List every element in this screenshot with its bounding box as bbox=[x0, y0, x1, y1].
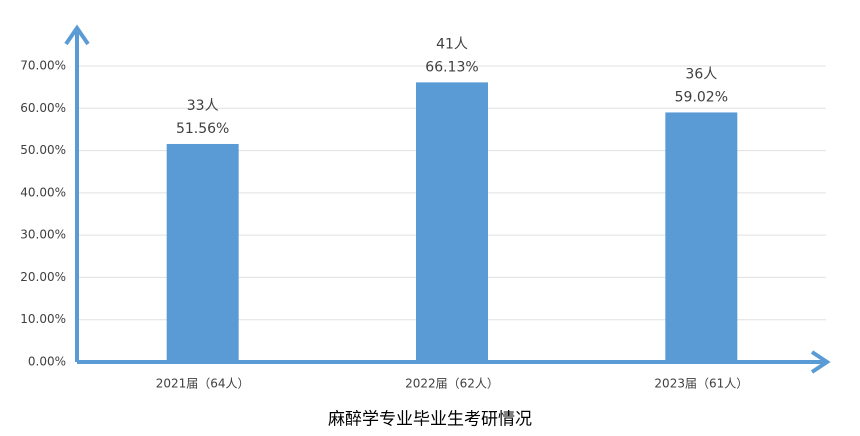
value-label: 59.02% bbox=[675, 89, 728, 105]
y-tick-label: 0.00% bbox=[28, 355, 66, 369]
count-label: 33人 bbox=[187, 98, 219, 114]
count-label: 41人 bbox=[436, 36, 468, 52]
x-tick-label: 2023届（61人） bbox=[654, 377, 748, 391]
chart-title: 麻醉学专业毕业生考研情况 bbox=[328, 410, 532, 430]
y-tick-label: 60.00% bbox=[20, 101, 66, 115]
y-tick-label: 70.00% bbox=[20, 59, 66, 73]
bar bbox=[416, 82, 488, 363]
value-label: 66.13% bbox=[425, 59, 478, 75]
y-tick-label: 10.00% bbox=[20, 312, 66, 326]
y-tick-label: 30.00% bbox=[20, 228, 66, 242]
y-tick-label: 40.00% bbox=[20, 185, 66, 199]
x-tick-label: 2021届（64人） bbox=[156, 377, 250, 391]
y-tick-label: 20.00% bbox=[20, 270, 66, 284]
x-tick-label: 2022届（62人） bbox=[405, 377, 499, 391]
count-label: 36人 bbox=[685, 66, 717, 82]
bar bbox=[166, 143, 239, 362]
y-tick-label: 50.00% bbox=[20, 143, 66, 157]
bar bbox=[665, 112, 738, 362]
x-axis-arrow bbox=[810, 350, 831, 374]
y-axis-arrow bbox=[64, 24, 90, 46]
value-label: 51.56% bbox=[176, 121, 229, 137]
